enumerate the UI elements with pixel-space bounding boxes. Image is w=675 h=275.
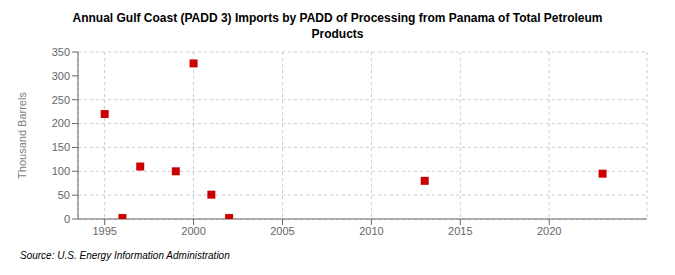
svg-text:100: 100 bbox=[52, 165, 70, 177]
svg-text:2015: 2015 bbox=[448, 225, 472, 237]
svg-text:200: 200 bbox=[52, 117, 70, 129]
html-text:Products: Products bbox=[311, 27, 364, 41]
svg-text:50: 50 bbox=[58, 189, 70, 201]
html-text:Annual Gulf Coast (PADD 3) Imp: Annual Gulf Coast (PADD 3) Imports by PA… bbox=[72, 11, 603, 25]
svg-text:2005: 2005 bbox=[270, 225, 294, 237]
svg-text:1995: 1995 bbox=[92, 225, 116, 237]
svg-text:2000: 2000 bbox=[181, 225, 205, 237]
svg-text:250: 250 bbox=[52, 94, 70, 106]
svg-text:2020: 2020 bbox=[537, 225, 561, 237]
svg-text:2010: 2010 bbox=[359, 225, 383, 237]
svg-text:Thousand Barrels: Thousand Barrels bbox=[16, 92, 28, 179]
svg-text:150: 150 bbox=[52, 141, 70, 153]
svg-text:350: 350 bbox=[52, 46, 70, 58]
html-text:Source: U.S. Energy Informatio: Source: U.S. Energy Information Administ… bbox=[20, 250, 230, 261]
svg-text:300: 300 bbox=[52, 70, 70, 82]
svg-text:0: 0 bbox=[64, 213, 70, 225]
